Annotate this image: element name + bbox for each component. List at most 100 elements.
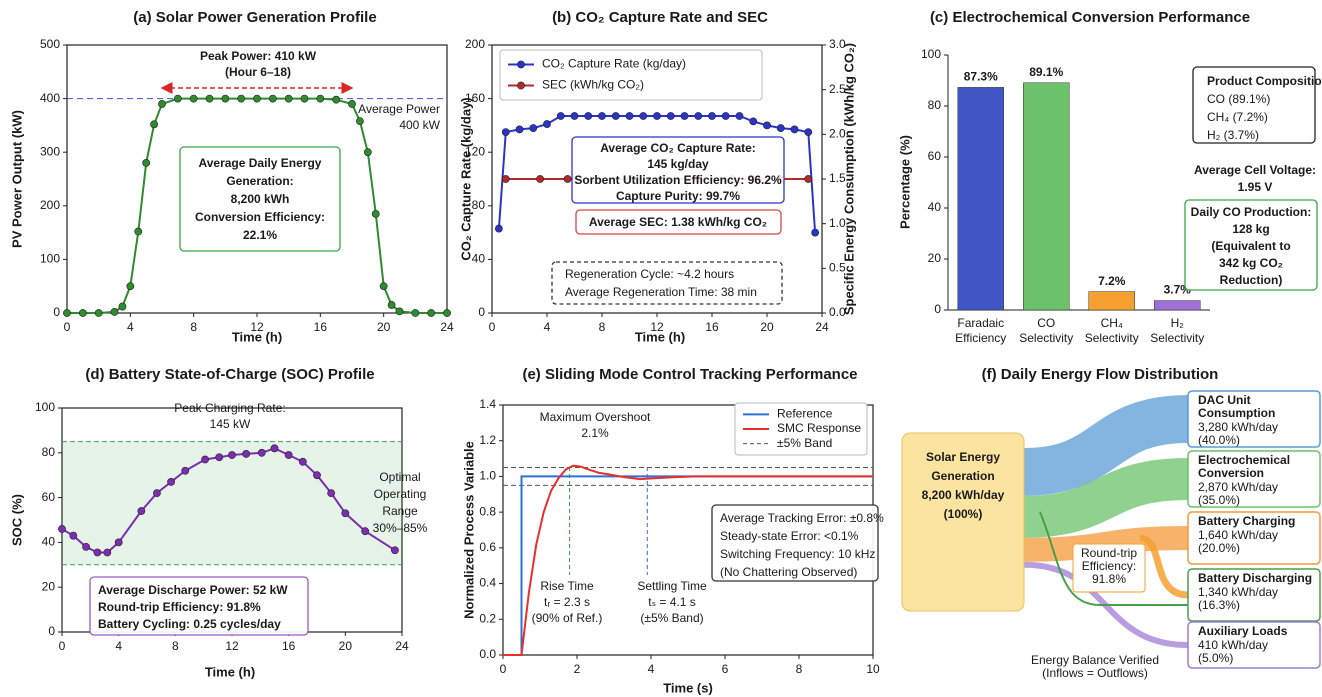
y-tick-label: 100 [40,252,60,266]
data-point [749,117,758,126]
x-tick-label: 0 [64,320,71,334]
source-label: Solar Energy [926,450,1000,464]
data-point [78,309,87,317]
data-point [379,282,388,291]
target-node [1187,450,1321,508]
annotation-text: CH₄ (7.2%) [1207,110,1268,124]
data-point [158,100,166,108]
bar-value-label: 7.2% [1098,274,1126,288]
x-axis-label: Time (s) [663,680,713,695]
reference-label: Average Power [358,102,440,116]
data-point [215,453,224,462]
x-tick-label: 0 [500,662,507,676]
x-tick-label: 16 [314,320,328,334]
x-tick-label: 8 [172,639,179,653]
x-tick-label: CH₄ Selectivity [1085,316,1139,345]
data-point [443,309,451,317]
data-point [790,125,799,134]
y-tick-label: 300 [40,144,60,158]
data-point [284,451,293,459]
x-axis-label: Time (h) [635,329,685,344]
reference-label: 400 kW [399,118,440,132]
annotation-text: Conversion Efficiency: [195,210,325,224]
chart-title: (f) Daily Energy Flow Distribution [982,366,1219,383]
annotation-box [551,261,783,305]
efficiency-box [1072,543,1146,593]
data-point [371,209,380,218]
source-percent: (100%) [944,507,983,521]
data-point [391,546,399,555]
annotation-box [575,209,782,235]
data-point [348,100,356,108]
y2-tick-label: 2.5 [829,82,846,96]
x-tick-label: 4 [544,320,551,334]
chart-title: (d) Battery State-of-Charge (SOC) Profil… [85,366,374,383]
data-point [316,94,325,103]
x-tick-label: 12 [250,320,264,334]
x-tick-label: 8 [190,320,197,334]
annotation-text: 1.95 V [1238,180,1273,194]
data-point [341,509,350,518]
target-percent: (40.0%) [1198,433,1240,447]
legend-label: ±5% Band [777,436,832,450]
source-node [901,432,1025,612]
target-label: Auxiliary Loads [1198,624,1288,638]
y2-tick-label: 1.0 [829,216,846,230]
x-tick-label: H₂ Selectivity [1150,316,1204,345]
marker-label: tₛ = 4.1 s [648,595,696,609]
x-tick-label: 6 [722,662,729,676]
marker-label: (±5% Band) [640,611,703,625]
annotation-text: 342 kg CO₂ [1219,256,1283,270]
target-label: Consumption [1198,406,1275,420]
data-point [356,117,364,126]
data-point [501,175,510,183]
annotation-text: Average Discharge Power: 52 kW [98,583,288,597]
chart-title: (c) Electrochemical Conversion Performan… [930,9,1250,26]
flow [1139,534,1189,599]
target-node [1187,511,1321,565]
data-point [611,112,620,120]
y-tick-label: 40 [928,200,942,214]
data-point [708,112,716,120]
marker-label: tᵣ = 2.3 s [544,595,590,609]
y-tick-label: 100 [921,47,941,61]
target-value: 1,340 kWh/day [1198,585,1278,599]
legend-label: Reference [777,407,833,421]
x-tick-label: 24 [440,320,454,334]
data-point [173,94,182,103]
annotation-box [1192,66,1316,144]
x-tick-label: 20 [377,320,391,334]
data-point [153,489,161,498]
y-tick-label: 0 [48,624,55,638]
marker-label: (90% of Ref.) [532,611,603,625]
y-axis-label: Normalized Process Variable [461,441,476,619]
y-axis-label: SOC (%) [9,494,24,546]
data-point [58,525,66,533]
x-axis-label: Time (h) [205,664,255,679]
y2-tick-label: 0.0 [829,305,846,319]
x-tick-label: 24 [815,320,829,334]
data-point [543,120,551,128]
data-point [253,94,261,103]
data-point [536,175,545,183]
y-tick-label: 80 [42,445,56,459]
annotation-box [179,146,341,252]
target-percent: (35.0%) [1198,493,1240,507]
y-tick-label: 60 [42,490,56,504]
y-tick-label: 20 [42,579,56,593]
data-point [205,94,214,103]
data-point [228,451,236,459]
target-node [1187,568,1321,622]
flow-link [1039,511,1188,606]
footer-label: (Inflows = Outflows) [1042,666,1148,680]
target-label: Battery Charging [1198,514,1295,528]
data-point [556,112,565,120]
annotation-text: Average CO₂ Capture Rate: [600,141,756,155]
y-tick-label: 120 [465,144,485,158]
data-point [598,112,606,120]
x-tick-label: 10 [866,662,880,676]
source-label: Generation [931,469,994,483]
annotation-text: 145 kW [210,417,251,431]
y-tick-label: 0 [53,305,60,319]
y-tick-label: 1.0 [479,469,496,483]
